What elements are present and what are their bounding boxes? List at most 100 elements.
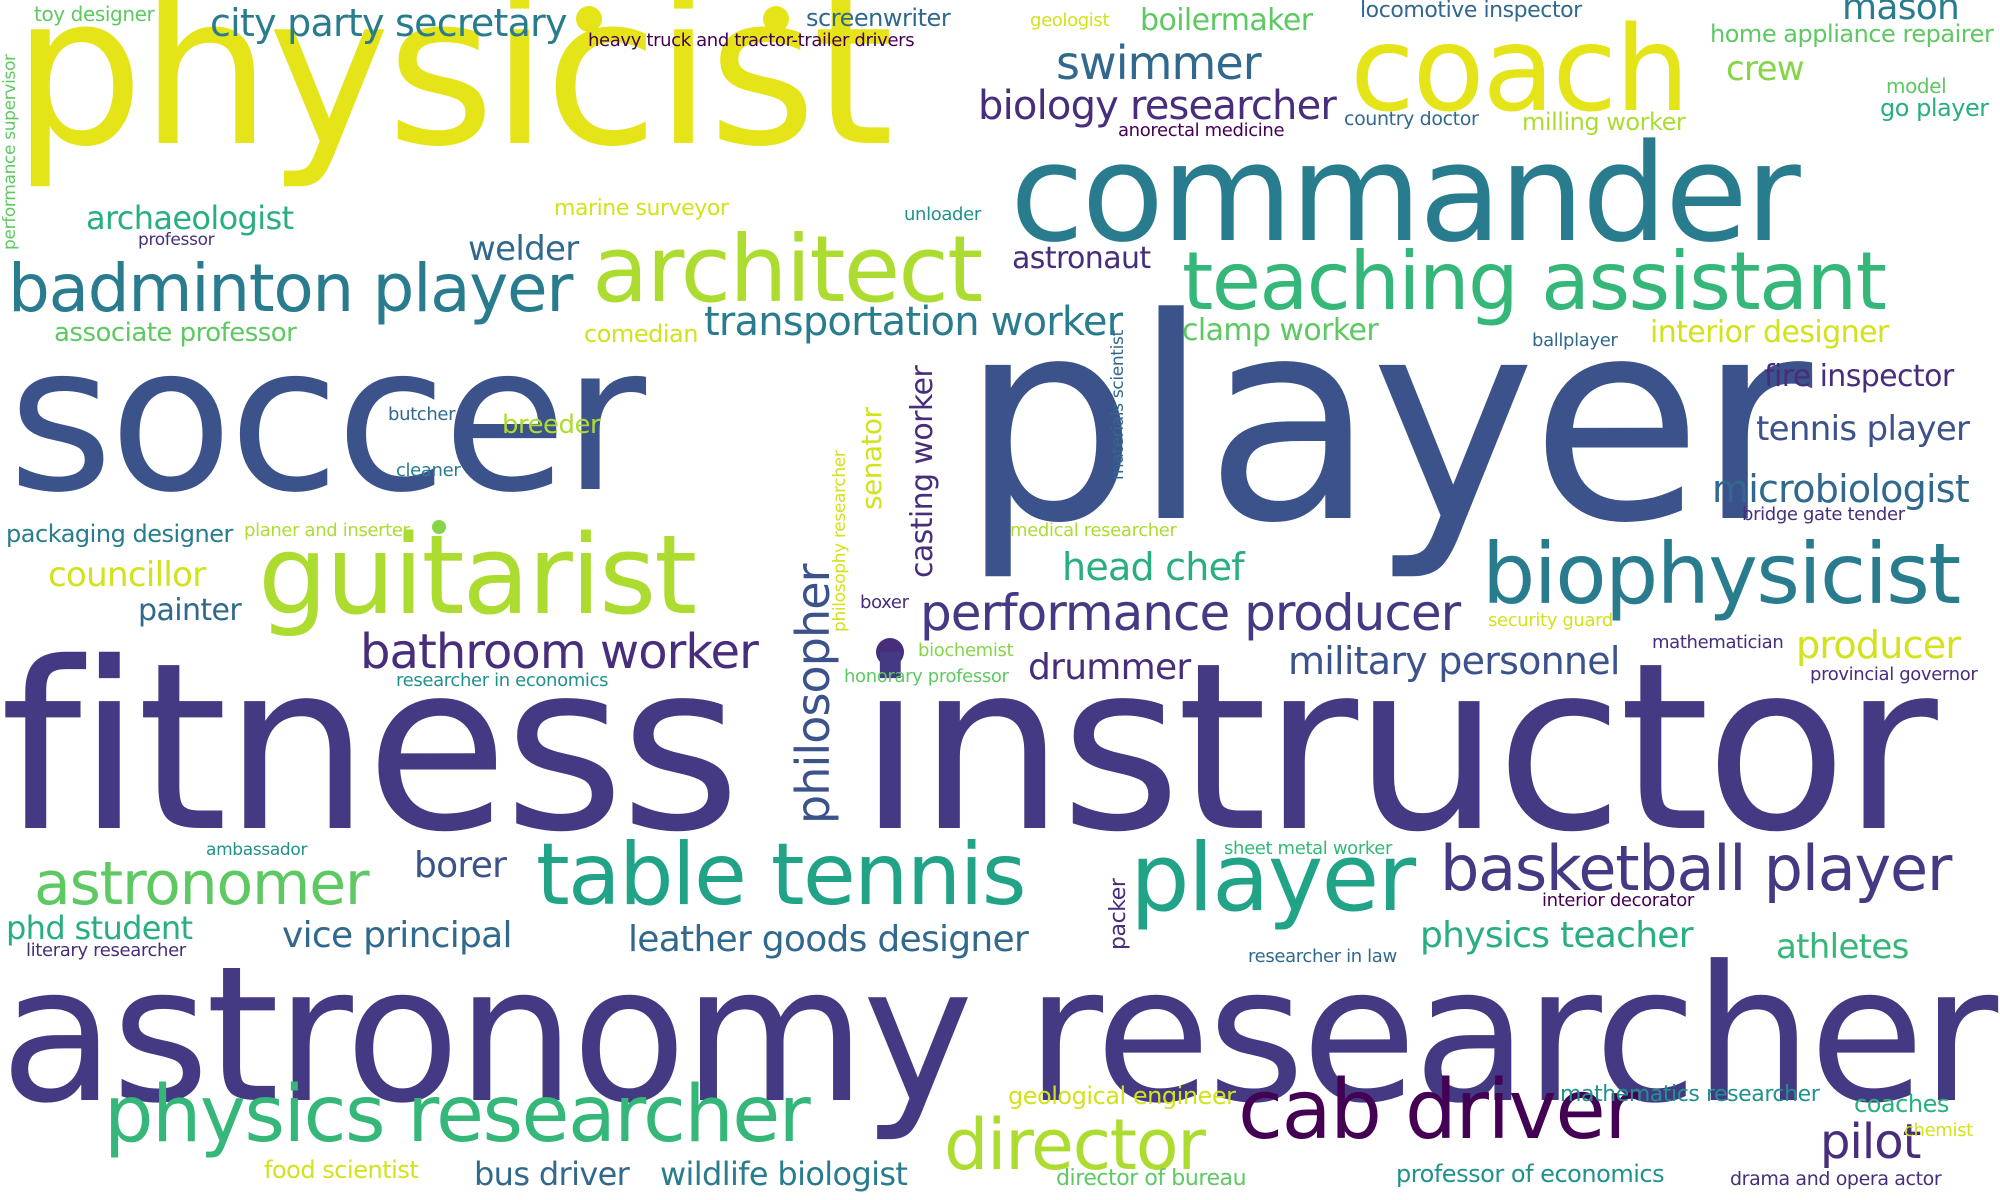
word-honorary-professor: honorary professor xyxy=(844,666,1009,687)
word-archaeologist: archaeologist xyxy=(86,199,294,237)
word-badminton-player: badminton player xyxy=(8,250,573,327)
word-locomotive-inspector: locomotive inspector xyxy=(1360,0,1582,23)
word-director: director xyxy=(944,1104,1206,1186)
word-marine-surveyor: marine surveyor xyxy=(554,196,729,221)
word-physicist: physicist xyxy=(12,0,894,193)
word-transportation-worker: transportation worker xyxy=(704,299,1123,345)
word-drummer: drummer xyxy=(1028,647,1191,688)
word-screenwriter: screenwriter xyxy=(806,4,951,32)
word-ambassador: ambassador xyxy=(206,840,308,860)
word-painter: painter xyxy=(138,593,242,628)
word-professor: professor xyxy=(138,230,215,250)
word-sheet-metal-worker: sheet metal worker xyxy=(1224,838,1393,859)
word-crew: crew xyxy=(1726,49,1805,89)
word-go-player: go player xyxy=(1880,94,1989,122)
word-senator: senator xyxy=(855,407,888,510)
word-pilot: pilot xyxy=(1820,1114,1921,1170)
word-performance-producer: performance producer xyxy=(920,584,1461,642)
word-biochemist: biochemist xyxy=(918,640,1014,661)
word-planer-and-inserter: planer and inserter xyxy=(244,520,410,541)
word-vice-principal: vice principal xyxy=(282,915,513,956)
word-coach: coach xyxy=(1350,0,1690,138)
word-biophysicist: biophysicist xyxy=(1482,525,1961,623)
word-borer: borer xyxy=(414,845,507,886)
word-security-guard: security guard xyxy=(1488,610,1613,631)
word-producer: producer xyxy=(1796,623,1961,667)
word-mason: mason xyxy=(1842,0,1960,28)
word-country-doctor: country doctor xyxy=(1344,108,1479,130)
word-head-chef: head chef xyxy=(1062,545,1245,589)
word-guitarist: guitarist xyxy=(258,511,697,639)
word-mathematician: mathematician xyxy=(1652,632,1784,653)
word-biology-researcher: biology researcher xyxy=(978,83,1337,129)
word-physics-teacher: physics teacher xyxy=(1420,915,1694,956)
word-physics-researcher: physics researcher xyxy=(104,1070,811,1160)
word-packer: packer xyxy=(1106,878,1131,950)
word-breeder: breeder xyxy=(502,410,601,440)
word-tennis-player: tennis player xyxy=(1756,409,1970,449)
word-anorectal-medicine: anorectal medicine xyxy=(1118,120,1285,141)
word-microbiologist: microbiologist xyxy=(1712,467,1970,511)
word-materials-scientist: materials scientist xyxy=(1108,330,1128,480)
word-instructor: instructor xyxy=(858,613,1938,883)
word-bus-driver: bus driver xyxy=(474,1155,630,1193)
word-toy-designer: toy designer xyxy=(34,2,155,26)
word-comedian: comedian xyxy=(584,320,699,348)
word-wildlife-biologist: wildlife biologist xyxy=(660,1155,908,1193)
word-home-appliance-repairer: home appliance repairer xyxy=(1710,20,1994,48)
word-drama-and-opera-actor: drama and opera actor xyxy=(1730,1168,1942,1190)
word-teaching-assistant: teaching assistant xyxy=(1182,235,1887,328)
word-cab-driver: cab driver xyxy=(1238,1063,1638,1158)
word-professor-of-economics: professor of economics xyxy=(1396,1160,1665,1188)
word-heavy-truck-drivers: heavy truck and tractor-trailer drivers xyxy=(588,30,915,51)
decorative-dot xyxy=(876,638,904,666)
word-fire-inspector: fire inspector xyxy=(1764,359,1954,394)
word-clamp-worker: clamp worker xyxy=(1182,313,1379,348)
word-councillor: councillor xyxy=(48,555,206,595)
word-basketball-player: basketball player xyxy=(1440,832,1952,905)
word-military-personnel: military personnel xyxy=(1288,639,1620,683)
word-swimmer: swimmer xyxy=(1056,36,1262,90)
word-researcher-in-economics: researcher in economics xyxy=(396,670,609,691)
word-welder: welder xyxy=(468,229,579,269)
word-astronaut: astronaut xyxy=(1012,241,1151,276)
word-architect: architect xyxy=(592,216,983,323)
word-bathroom-worker: bathroom worker xyxy=(360,624,759,680)
word-cleaner: cleaner xyxy=(396,460,461,481)
word-city-party-secretary: city party secretary xyxy=(210,1,568,45)
word-phd-student: phd student xyxy=(6,909,193,947)
word-food-scientist: food scientist xyxy=(264,1156,419,1184)
word-player-medium: player xyxy=(1130,824,1416,933)
word-milling-worker: milling worker xyxy=(1522,108,1686,136)
word-unloader: unloader xyxy=(904,204,981,225)
word-player-large: player xyxy=(960,259,1812,585)
decorative-dot xyxy=(432,520,446,534)
word-butcher: butcher xyxy=(388,404,456,425)
word-table-tennis: table tennis xyxy=(536,825,1027,925)
word-coaches: coaches xyxy=(1854,1090,1949,1118)
word-bridge-gate-tender: bridge gate tender xyxy=(1742,504,1905,525)
word-casting-worker: casting worker xyxy=(905,365,940,578)
word-chemist: chemist xyxy=(1904,1120,1973,1141)
word-philosophy-researcher: philosophy researcher xyxy=(830,450,850,632)
word-boxer: boxer xyxy=(860,592,909,613)
word-interior-designer: interior designer xyxy=(1650,315,1889,350)
word-fitness: fitness xyxy=(0,613,741,883)
word-medical-researcher: medical researcher xyxy=(1010,520,1177,541)
word-commander: commander xyxy=(1010,115,1801,272)
word-provincial-governor: provincial governor xyxy=(1810,664,1978,685)
word-interior-decorator: interior decorator xyxy=(1542,890,1694,911)
word-leather-goods-designer: leather goods designer xyxy=(628,919,1029,960)
decorative-dot xyxy=(576,6,602,32)
decorative-dot xyxy=(763,6,789,32)
word-astronomer: astronomer xyxy=(34,849,370,919)
word-associate-professor: associate professor xyxy=(54,318,297,348)
word-boilermaker: boilermaker xyxy=(1140,3,1313,38)
word-director-of-bureau: director of bureau xyxy=(1056,1166,1247,1191)
word-packaging-designer: packaging designer xyxy=(6,520,233,548)
word-geological-engineer: geological engineer xyxy=(1008,1082,1236,1110)
word-mathematics-researcher: mathematics researcher xyxy=(1560,1082,1820,1107)
word-researcher-in-law: researcher in law xyxy=(1248,946,1397,967)
word-performance-supervisor: performance supervisor xyxy=(0,54,20,250)
